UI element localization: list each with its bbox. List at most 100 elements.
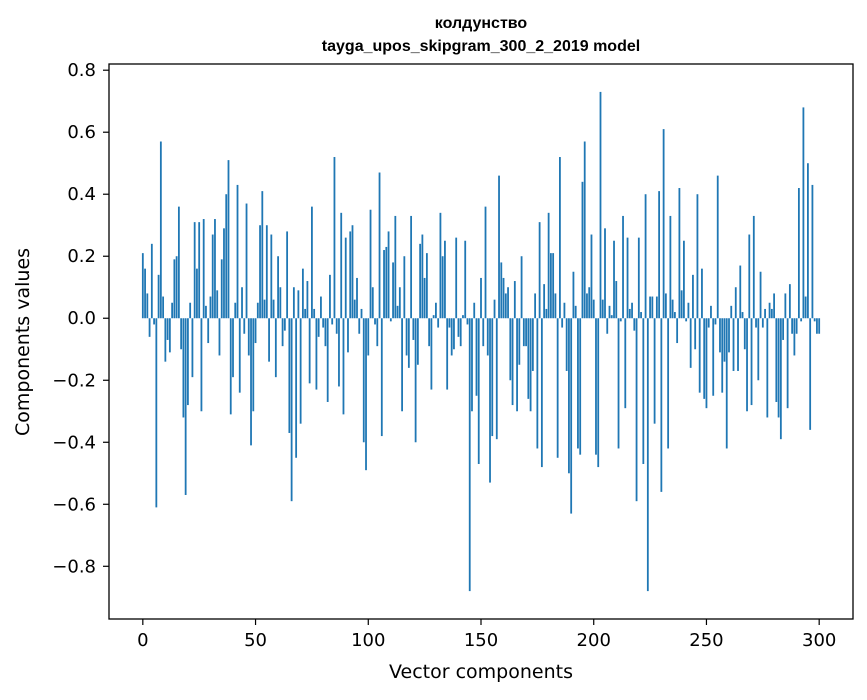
bar — [148, 318, 151, 337]
bar — [626, 237, 629, 319]
bar — [669, 215, 672, 319]
bar — [752, 215, 755, 319]
x-tick-label: 50 — [244, 630, 267, 651]
bar — [746, 318, 748, 412]
bar — [196, 268, 198, 319]
bar — [401, 318, 403, 412]
bar — [385, 246, 388, 319]
y-tick-label: 0.0 — [67, 308, 96, 329]
bar — [782, 318, 785, 340]
bar — [435, 302, 437, 319]
bar — [716, 175, 719, 319]
bar — [570, 318, 573, 514]
bar — [205, 305, 207, 319]
bar — [398, 287, 401, 319]
bar — [617, 318, 620, 449]
bar — [719, 318, 721, 353]
bar — [200, 318, 203, 412]
bar — [671, 299, 674, 319]
bar — [574, 305, 577, 319]
bar — [218, 318, 221, 356]
bar — [768, 302, 771, 319]
bar — [453, 318, 455, 350]
bar — [283, 318, 286, 331]
bar — [556, 318, 559, 458]
bar — [662, 129, 665, 319]
bar — [144, 268, 146, 319]
bar — [520, 256, 523, 319]
bar — [250, 318, 252, 446]
bar — [155, 318, 158, 508]
bar — [701, 268, 703, 319]
bar — [484, 206, 487, 319]
bar — [421, 234, 424, 319]
bar — [633, 318, 636, 331]
bar — [274, 318, 277, 378]
bar — [441, 256, 444, 319]
bar — [292, 287, 295, 319]
bar — [604, 228, 606, 319]
bar — [304, 308, 307, 319]
y-tick-label: −0.2 — [52, 370, 96, 391]
bar — [545, 308, 548, 319]
bar — [342, 318, 345, 415]
bar — [468, 318, 471, 592]
bar — [349, 231, 352, 319]
bar — [236, 184, 239, 319]
bar — [777, 318, 780, 418]
bar — [414, 318, 417, 443]
bar — [590, 234, 593, 319]
bar — [358, 318, 361, 334]
bar — [389, 318, 392, 322]
bar — [599, 91, 602, 319]
bar — [730, 305, 733, 319]
bar — [365, 318, 367, 471]
bar — [324, 318, 327, 347]
y-tick-label: 0.6 — [67, 122, 96, 143]
bar — [223, 228, 225, 319]
bar — [347, 318, 349, 353]
bar — [513, 281, 516, 319]
bar — [335, 318, 338, 334]
bar — [689, 318, 692, 368]
bar — [315, 318, 318, 390]
bar — [387, 231, 390, 319]
bar — [153, 318, 155, 325]
bar — [446, 318, 449, 390]
bar — [466, 318, 469, 325]
bar — [462, 315, 464, 319]
bar — [705, 318, 708, 409]
bar — [141, 253, 144, 319]
bar — [471, 318, 473, 412]
bar — [234, 302, 237, 319]
bar — [450, 318, 453, 356]
bar — [619, 318, 622, 322]
bar — [685, 318, 688, 322]
bar — [177, 206, 180, 319]
bar — [692, 274, 694, 319]
y-tick-label: −0.8 — [52, 556, 96, 577]
bar — [263, 299, 266, 319]
bar — [676, 318, 679, 344]
y-tick-label: −0.6 — [52, 494, 96, 515]
bar — [755, 318, 757, 328]
bar — [378, 172, 381, 319]
bar — [655, 296, 658, 319]
bar — [259, 225, 261, 319]
bar — [680, 290, 683, 319]
bar — [664, 293, 667, 319]
bar — [380, 318, 383, 437]
bar — [531, 318, 534, 371]
bar — [637, 237, 640, 319]
bar — [247, 318, 250, 356]
bar — [455, 237, 458, 319]
bar — [581, 181, 584, 319]
bar — [696, 194, 699, 319]
bar — [683, 240, 685, 319]
bar — [416, 318, 419, 365]
bar — [220, 259, 223, 319]
bar — [707, 318, 710, 328]
bar — [644, 194, 647, 319]
